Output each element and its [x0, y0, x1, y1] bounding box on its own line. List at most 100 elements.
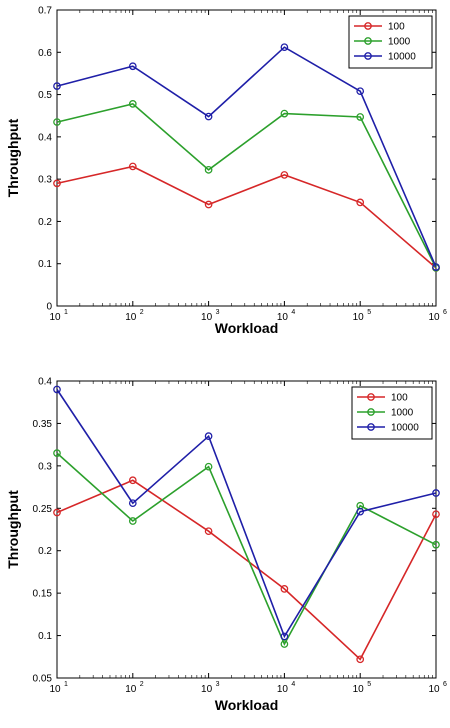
data-point	[356, 113, 365, 121]
legend-swatch-marker	[364, 37, 372, 45]
y-tick-label: 0.7	[38, 6, 52, 17]
series-line	[56, 103, 437, 269]
data-point	[53, 508, 61, 517]
series-line	[56, 389, 437, 639]
chart-1: 00.10.20.30.40.50.60.710 1 10 2 10 3 10 4 10 5 10 6…	[5, 6, 447, 337]
x-tick-label: 10	[353, 684, 365, 695]
legend-box	[348, 15, 433, 69]
series-1000	[53, 449, 440, 648]
y-tick-label: 0.1	[38, 259, 52, 270]
y-tick-label: 0.5	[38, 90, 52, 101]
series-line	[56, 46, 437, 268]
x-tick-exponent: 4	[291, 309, 295, 316]
x-tick-exponent: 3	[216, 681, 220, 688]
data-point	[53, 179, 61, 188]
data-point	[204, 527, 213, 536]
legend-label: 1000	[391, 408, 414, 419]
legend-label: 100	[388, 22, 405, 33]
data-point	[356, 507, 365, 516]
legend: 100 1000 10000	[348, 15, 433, 69]
y-tick-label: 0.3	[38, 461, 52, 472]
y-tick-label: 0.1	[38, 631, 52, 642]
data-point	[356, 87, 365, 96]
data-point	[53, 82, 61, 90]
data-point	[53, 118, 61, 126]
legend-label: 1000	[388, 37, 411, 48]
series-10000	[53, 43, 440, 271]
data-point	[280, 43, 289, 52]
series-100	[53, 162, 440, 272]
data-point	[280, 632, 289, 641]
legend-label: 100	[391, 393, 408, 404]
legend-swatch-marker	[364, 52, 372, 60]
data-point	[280, 640, 289, 648]
legend-swatch-marker	[367, 408, 375, 416]
data-point	[432, 489, 440, 497]
data-point	[128, 476, 137, 485]
data-point	[356, 198, 365, 207]
chart-2: 0.050.10.150.20.250.30.350.410 1 10 2 10 3 10 4…	[5, 377, 447, 714]
data-point	[204, 200, 213, 209]
x-tick-label: 10	[49, 684, 61, 695]
legend-label: 10000	[388, 52, 416, 63]
x-tick-label: 10	[353, 312, 365, 323]
y-tick-label: 0.4	[38, 377, 52, 388]
series-10000	[53, 385, 440, 641]
x-axis-title: Workload	[215, 320, 279, 336]
x-tick-label: 10	[277, 312, 289, 323]
legend-swatch-marker	[367, 393, 375, 401]
x-tick-label: 10	[277, 684, 289, 695]
y-tick-label: 0.2	[38, 546, 52, 557]
data-point	[432, 263, 440, 271]
x-tick-label: 10	[49, 312, 61, 323]
y-axis-title: Throughput	[5, 490, 21, 569]
data-point	[53, 449, 61, 457]
x-tick-label: 10	[125, 312, 137, 323]
y-tick-label: 0.2	[38, 217, 52, 228]
x-tick-exponent: 2	[140, 681, 144, 688]
legend-swatch-marker	[367, 423, 375, 431]
y-tick-label: 0.6	[38, 48, 52, 59]
x-tick-label: 10	[428, 312, 440, 323]
series-line	[56, 452, 437, 646]
y-tick-label: 0	[46, 302, 52, 313]
y-tick-label: 0.15	[33, 589, 53, 600]
y-tick-label: 0.25	[33, 504, 53, 515]
x-tick-exponent: 1	[64, 309, 68, 316]
data-point	[356, 655, 365, 664]
legend-box	[351, 386, 433, 440]
series-line	[56, 165, 437, 269]
legend-label: 10000	[391, 423, 419, 434]
y-tick-label: 0.4	[38, 132, 52, 143]
x-tick-label: 10	[201, 684, 213, 695]
legend-swatch-marker	[364, 22, 372, 30]
data-point	[204, 112, 213, 121]
data-point	[128, 499, 137, 508]
x-tick-exponent: 3	[216, 309, 220, 316]
data-point	[432, 510, 440, 519]
data-point	[280, 109, 289, 118]
x-tick-label: 10	[428, 684, 440, 695]
x-tick-label: 10	[125, 684, 137, 695]
data-point	[204, 165, 213, 174]
data-point	[280, 585, 289, 593]
data-point	[280, 171, 289, 179]
x-tick-exponent: 4	[291, 681, 295, 688]
y-tick-label: 0.05	[33, 674, 53, 685]
x-tick-exponent: 6	[443, 309, 447, 316]
data-point	[128, 100, 137, 108]
y-tick-label: 0.35	[33, 419, 53, 430]
data-point	[204, 432, 213, 441]
data-point	[53, 385, 61, 394]
data-point	[128, 62, 137, 71]
data-point	[128, 517, 137, 525]
data-point	[128, 162, 137, 171]
x-tick-exponent: 5	[367, 681, 371, 688]
y-tick-label: 0.3	[38, 175, 52, 186]
y-axis-title: Throughput	[5, 118, 21, 197]
x-tick-exponent: 1	[64, 681, 68, 688]
data-point	[432, 540, 440, 549]
data-point	[204, 462, 213, 471]
x-tick-exponent: 6	[443, 681, 447, 688]
